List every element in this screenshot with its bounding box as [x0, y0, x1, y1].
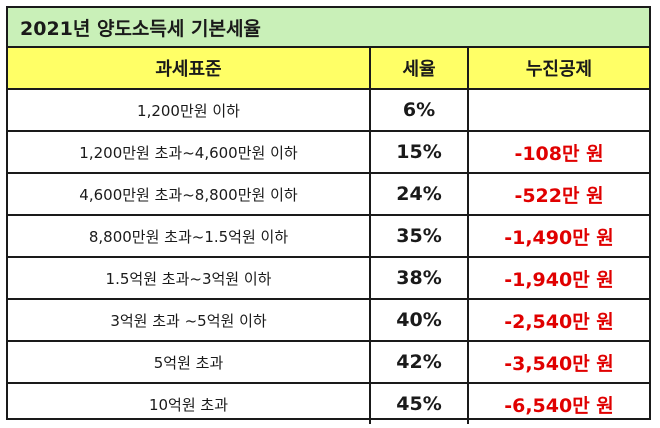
cell-tax-rate: 24%	[369, 172, 469, 216]
table-row: 5억원 초과 42% -3,540만 원	[8, 340, 649, 384]
cell-tax-rate: 6%	[369, 88, 469, 132]
cell-tax-base: 1.5억원 초과~3억원 이하	[8, 256, 371, 300]
cell-deduction: -1,940만 원	[467, 256, 649, 300]
table-row: 1,200만원 초과~4,600만원 이하 15% -108만 원	[8, 130, 649, 174]
header-tax-rate: 세율	[369, 48, 469, 90]
cell-deduction: -1,490만 원	[467, 214, 649, 258]
table-row: 10억원 초과 45% -6,540만 원	[8, 382, 649, 424]
table-row: 1,200만원 이하 6%	[8, 88, 649, 132]
table-row: 4,600만원 초과~8,800만원 이하 24% -522만 원	[8, 172, 649, 216]
tax-rate-table-frame: 2021년 양도소득세 기본세율 과세표준 세율 누진공제 1,200만원 이하…	[6, 6, 651, 424]
header-tax-base: 과세표준	[8, 48, 371, 90]
cell-tax-base: 1,200만원 초과~4,600만원 이하	[8, 130, 371, 174]
cell-tax-rate: 40%	[369, 298, 469, 342]
table-row: 1.5억원 초과~3억원 이하 38% -1,940만 원	[8, 256, 649, 300]
table-title: 2021년 양도소득세 기본세율	[8, 8, 649, 48]
header-row: 과세표준 세율 누진공제	[8, 48, 649, 90]
cell-tax-rate: 35%	[369, 214, 469, 258]
header-progressive-deduction: 누진공제	[467, 48, 649, 90]
cell-deduction: -2,540만 원	[467, 298, 649, 342]
cell-tax-base: 10억원 초과	[8, 382, 371, 424]
cell-tax-rate: 45%	[369, 382, 469, 424]
cell-tax-base: 8,800만원 초과~1.5억원 이하	[8, 214, 371, 258]
cell-deduction: -522만 원	[467, 172, 649, 216]
table-row: 3억원 초과 ~5억원 이하 40% -2,540만 원	[8, 298, 649, 342]
cell-tax-base: 3억원 초과 ~5억원 이하	[8, 298, 371, 342]
cell-deduction	[467, 88, 649, 132]
table-row: 8,800만원 초과~1.5억원 이하 35% -1,490만 원	[8, 214, 649, 258]
tax-rate-table: 과세표준 세율 누진공제 1,200만원 이하 6% 1,200만원 초과~4,…	[8, 48, 649, 424]
cell-deduction: -3,540만 원	[467, 340, 649, 384]
cell-tax-rate: 42%	[369, 340, 469, 384]
cell-deduction: -108만 원	[467, 130, 649, 174]
cell-tax-base: 5억원 초과	[8, 340, 371, 384]
cell-tax-base: 4,600만원 초과~8,800만원 이하	[8, 172, 371, 216]
cell-tax-rate: 15%	[369, 130, 469, 174]
cell-tax-rate: 38%	[369, 256, 469, 300]
cell-deduction: -6,540만 원	[467, 382, 649, 424]
cell-tax-base: 1,200만원 이하	[8, 88, 371, 132]
